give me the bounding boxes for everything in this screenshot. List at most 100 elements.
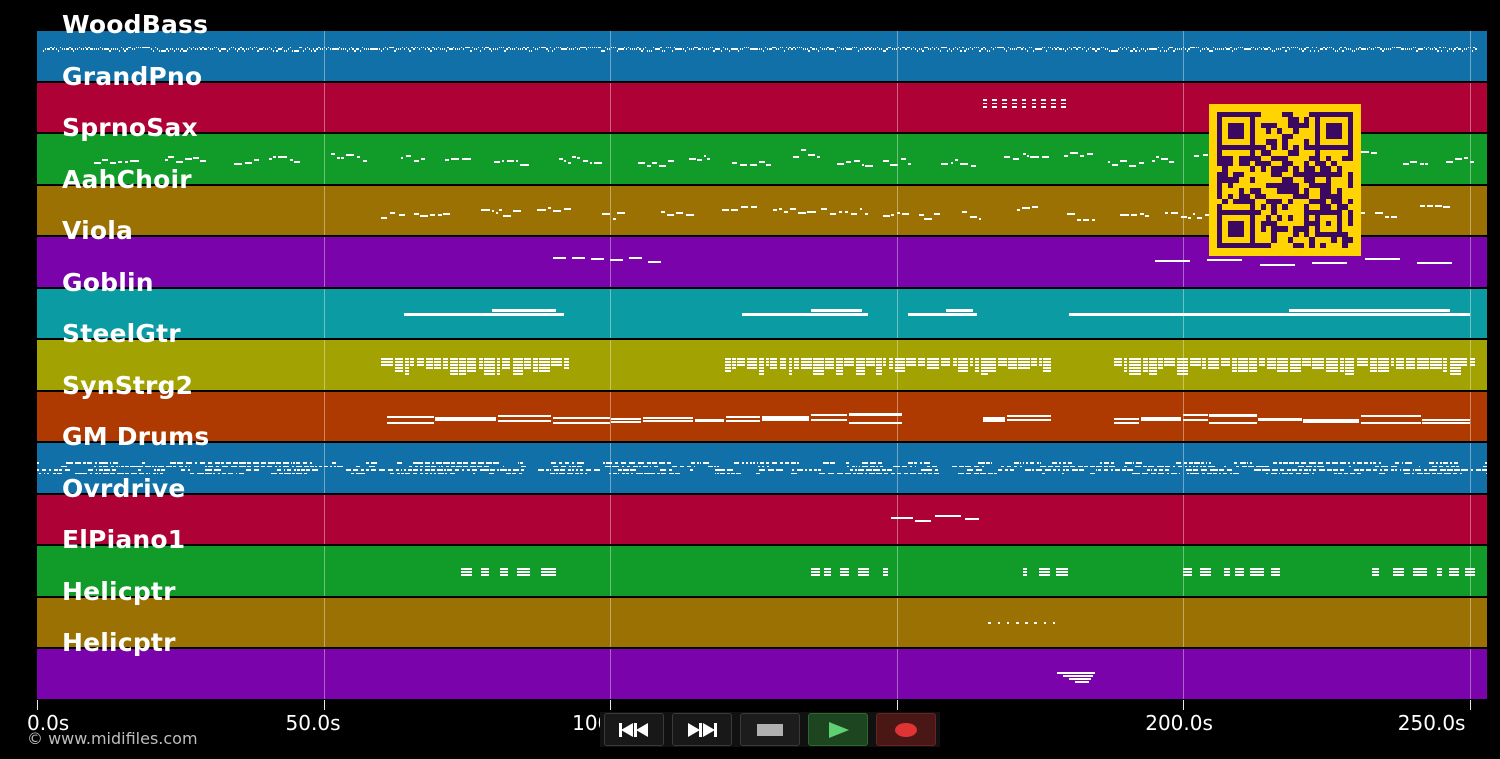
stop-button[interactable] (740, 713, 800, 746)
midi-note (202, 46, 204, 49)
qr-module (1293, 128, 1299, 134)
midi-note (1057, 469, 1061, 471)
midi-note (760, 48, 763, 51)
midi-note (1406, 357, 1416, 360)
midi-note (471, 469, 478, 471)
gridline-vertical (610, 443, 612, 493)
record-button[interactable] (876, 713, 936, 746)
midi-note (356, 48, 358, 51)
midi-note (1464, 567, 1475, 570)
track-band[interactable] (37, 546, 1487, 596)
midi-note (327, 46, 330, 49)
midi-note (859, 208, 863, 211)
qr-module (1217, 220, 1223, 227)
track-band[interactable] (37, 31, 1487, 81)
track-band[interactable] (37, 597, 1487, 648)
track-band[interactable] (37, 494, 1487, 545)
qr-module (1222, 209, 1228, 216)
rewind-button[interactable] (604, 713, 664, 746)
qr-module (1314, 220, 1321, 227)
track-band[interactable] (37, 288, 1487, 339)
midi-note (1030, 361, 1038, 363)
qr-module (1249, 177, 1256, 183)
midi-note (41, 469, 46, 471)
midi-note (658, 164, 666, 167)
midi-note (531, 50, 533, 52)
midi-note (468, 46, 470, 49)
midi-note (1384, 48, 1386, 51)
midi-note (1114, 417, 1140, 421)
fast-forward-button[interactable] (672, 713, 732, 746)
midi-note (612, 46, 615, 49)
midi-note (1333, 472, 1337, 475)
midi-note (761, 418, 810, 421)
midi-note (525, 48, 527, 51)
midi-note (560, 469, 565, 471)
midi-note (1028, 46, 1031, 49)
track-band[interactable] (37, 443, 1487, 493)
midi-note (567, 472, 573, 475)
midi-note (443, 357, 448, 360)
midi-note (1303, 420, 1360, 423)
midi-note (1273, 50, 1276, 52)
qr-module (1342, 231, 1348, 238)
midi-note (941, 361, 951, 363)
qr-module (1293, 193, 1299, 200)
midi-note (152, 50, 155, 52)
midi-note (1006, 419, 1052, 422)
track-band[interactable] (37, 391, 1487, 442)
midi-note (356, 472, 361, 475)
midi-note (240, 46, 242, 49)
play-button[interactable] (808, 713, 868, 746)
midi-note (1139, 50, 1141, 52)
midi-note (715, 469, 722, 471)
midi-note (679, 465, 684, 468)
midi-note (1135, 50, 1137, 52)
midi-note (810, 419, 848, 422)
midi-note (276, 462, 281, 464)
gridline-vertical (896, 134, 898, 184)
midi-note (800, 367, 812, 370)
track-band[interactable] (37, 649, 1487, 699)
midi-note (398, 214, 405, 217)
qr-module (1287, 177, 1294, 183)
midi-note (829, 48, 831, 51)
midi-note (223, 48, 225, 51)
midi-note (1059, 462, 1061, 464)
qr-module (1347, 139, 1353, 145)
midi-note (1133, 48, 1135, 51)
midi-note (411, 46, 413, 49)
qr-code[interactable] (1209, 104, 1361, 256)
midi-note (426, 364, 434, 366)
midi-note (1271, 472, 1278, 475)
midi-note (883, 364, 887, 366)
midi-note (637, 161, 646, 164)
midi-note (1469, 161, 1475, 164)
midi-note (242, 48, 244, 51)
midi-note (1114, 469, 1121, 471)
midi-note (1396, 364, 1404, 366)
midi-note (129, 465, 133, 468)
midi-note (599, 46, 601, 49)
midi-note (1100, 462, 1103, 464)
midi-note (905, 364, 916, 366)
transport-controls[interactable] (600, 712, 940, 747)
midi-note (1441, 50, 1443, 52)
midi-note (563, 48, 565, 51)
qr-module (1314, 117, 1321, 123)
midi-note (340, 157, 345, 160)
midi-note (971, 48, 974, 51)
gridline-vertical (610, 340, 612, 390)
qr-module (1336, 166, 1343, 172)
midi-note (565, 48, 567, 51)
midi-note (559, 472, 565, 475)
midi-note (186, 462, 193, 464)
midi-note (660, 472, 667, 475)
track-band[interactable] (37, 340, 1487, 390)
midi-note (1326, 367, 1339, 370)
midi-note (515, 46, 518, 49)
midi-note (594, 162, 602, 165)
midi-note (463, 465, 468, 468)
midi-note (654, 465, 659, 468)
midi-note (1178, 465, 1183, 468)
